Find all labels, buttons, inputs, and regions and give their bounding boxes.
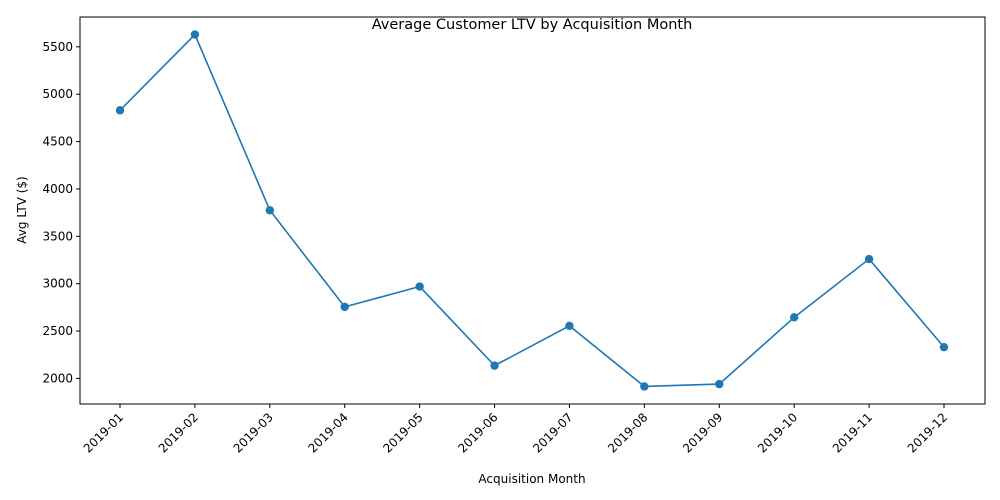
- data-point: [864, 254, 874, 264]
- x-tick-label: 2019-10: [755, 410, 800, 455]
- data-point: [265, 206, 275, 215]
- x-axis: 2019-01 2019-02 2019-03 2019-04 2019-05 2019-…: [81, 404, 950, 456]
- data-point: [115, 106, 125, 115]
- chart-title: Average Customer LTV by Acquisition Mont…: [372, 17, 693, 33]
- data-point: [340, 302, 349, 312]
- x-tick-label: 2019-04: [305, 410, 350, 455]
- x-tick-label: 2019-06: [455, 410, 500, 455]
- data-point: [789, 313, 799, 322]
- y-tick-label: 2000: [42, 371, 73, 385]
- plot-frame: [79, 16, 986, 405]
- y-tick-label: 3500: [42, 229, 73, 243]
- plot-area: [115, 30, 949, 391]
- x-tick-label: 2019-03: [231, 410, 276, 455]
- data-point: [640, 382, 649, 391]
- data-point: [565, 321, 574, 331]
- x-tick-label: 2019-01: [81, 410, 126, 455]
- x-tick-label: 2019-12: [905, 410, 950, 455]
- y-axis-label: Avg LTV ($): [15, 176, 29, 243]
- y-tick-label: 5500: [42, 40, 73, 54]
- data-point: [490, 361, 499, 370]
- data-point: [415, 282, 424, 291]
- x-tick-label: 2019-11: [830, 410, 875, 455]
- x-axis-label: Acquisition Month: [478, 472, 585, 486]
- y-tick-label: 2500: [42, 324, 73, 338]
- x-tick-label: 2019-07: [530, 410, 575, 455]
- series-line: [119, 33, 945, 388]
- y-axis: 2000 2500 3000 3500 4000 4500 5000 5500: [42, 40, 80, 385]
- y-tick-label: 3000: [42, 277, 73, 291]
- y-tick-label: 4500: [42, 135, 73, 149]
- x-tick-label: 2019-02: [156, 410, 201, 455]
- y-tick-label: 5000: [42, 87, 73, 101]
- x-tick-label: 2019-05: [380, 410, 425, 455]
- data-point: [939, 342, 949, 352]
- x-tick-label: 2019-08: [605, 410, 650, 455]
- x-tick-label: 2019-09: [680, 410, 725, 455]
- data-point: [190, 30, 200, 39]
- y-tick-label: 4000: [42, 182, 73, 196]
- data-point: [715, 379, 724, 389]
